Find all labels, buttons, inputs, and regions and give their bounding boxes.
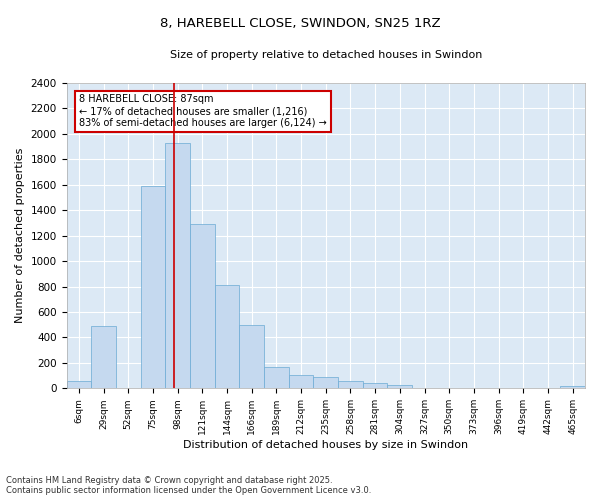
Bar bbox=[560, 386, 585, 388]
Bar bbox=[190, 224, 215, 388]
Bar bbox=[91, 326, 116, 388]
Bar bbox=[165, 143, 190, 388]
Bar bbox=[264, 368, 289, 388]
Bar bbox=[363, 382, 388, 388]
Text: 8, HAREBELL CLOSE, SWINDON, SN25 1RZ: 8, HAREBELL CLOSE, SWINDON, SN25 1RZ bbox=[160, 18, 440, 30]
Bar bbox=[388, 384, 412, 388]
Text: Contains HM Land Registry data © Crown copyright and database right 2025.
Contai: Contains HM Land Registry data © Crown c… bbox=[6, 476, 371, 495]
Bar bbox=[313, 377, 338, 388]
Bar bbox=[239, 324, 264, 388]
Bar bbox=[338, 380, 363, 388]
Text: 8 HAREBELL CLOSE: 87sqm
← 17% of detached houses are smaller (1,216)
83% of semi: 8 HAREBELL CLOSE: 87sqm ← 17% of detache… bbox=[79, 94, 327, 128]
Bar bbox=[289, 375, 313, 388]
Y-axis label: Number of detached properties: Number of detached properties bbox=[15, 148, 25, 324]
Bar bbox=[140, 186, 165, 388]
Bar bbox=[67, 382, 91, 388]
Bar bbox=[215, 286, 239, 389]
X-axis label: Distribution of detached houses by size in Swindon: Distribution of detached houses by size … bbox=[183, 440, 469, 450]
Title: Size of property relative to detached houses in Swindon: Size of property relative to detached ho… bbox=[170, 50, 482, 60]
